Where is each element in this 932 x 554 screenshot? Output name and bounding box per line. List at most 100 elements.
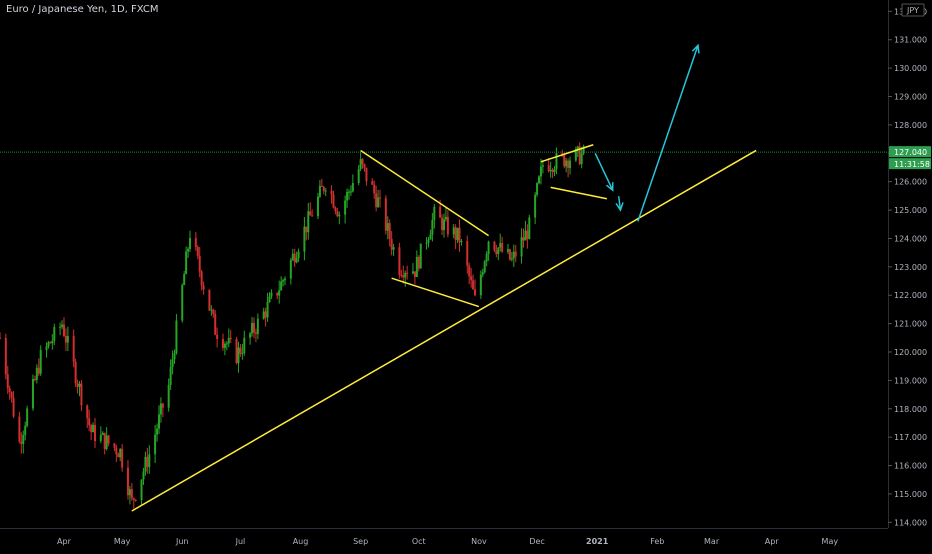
- candle-down: [454, 224, 457, 250]
- price-tick-label: 114.000: [894, 518, 927, 527]
- candle-down: [94, 417, 97, 448]
- candle-down: [309, 202, 312, 216]
- ascending-trendline[interactable]: [131, 149, 757, 512]
- candle-down: [196, 245, 199, 260]
- projection-arrow-up[interactable]: [637, 43, 700, 222]
- candle-up: [237, 341, 240, 373]
- candle-up: [582, 144, 585, 156]
- time-tick-label: Apr: [765, 537, 780, 546]
- candle-up: [528, 214, 531, 240]
- price-axis[interactable]: 114.000 115.000 116.000 117.000 118.000 119.0…: [888, 0, 932, 550]
- candle-down: [37, 358, 40, 377]
- candle-down: [235, 336, 238, 365]
- candle-up: [78, 380, 81, 397]
- candle-down: [322, 185, 325, 195]
- time-tick-label: Jul: [235, 537, 246, 546]
- drawings[interactable]: [0, 43, 888, 512]
- time-tick-label: Feb: [650, 537, 664, 546]
- candle-up: [291, 248, 294, 261]
- candle-up: [289, 257, 292, 285]
- current-price-label: 127.040: [894, 148, 927, 157]
- candle-up: [297, 248, 300, 263]
- candle-down: [4, 333, 7, 380]
- price-tick-label: 131.000: [894, 36, 927, 45]
- candle-up: [346, 188, 349, 208]
- candle-up: [92, 422, 95, 433]
- candle-up: [553, 166, 556, 177]
- candle-up: [210, 305, 213, 316]
- candle-down: [8, 385, 11, 400]
- candle-up: [460, 239, 463, 246]
- candle-up: [431, 212, 434, 242]
- time-tick-label: Sep: [353, 537, 368, 546]
- candle-up: [262, 307, 265, 320]
- candle-up: [175, 314, 178, 355]
- projection-arrow-down-2[interactable]: [615, 196, 624, 212]
- candle-up: [227, 328, 230, 348]
- projection-arrow-down-1[interactable]: [594, 152, 614, 192]
- candle-up: [173, 349, 176, 364]
- candle-down: [402, 265, 405, 284]
- candle-down: [474, 279, 477, 297]
- candle-up: [344, 195, 347, 224]
- candle-down: [198, 247, 201, 278]
- candle-down: [458, 219, 461, 252]
- candle-down: [33, 375, 36, 382]
- candle-down: [514, 245, 517, 263]
- candle-down: [161, 402, 164, 418]
- price-tick-label: 126.000: [894, 178, 927, 187]
- candle-down: [134, 499, 137, 502]
- candle-up: [35, 364, 38, 384]
- price-tick-label: 129.000: [894, 93, 927, 102]
- candle-up: [536, 182, 539, 197]
- candle-down: [547, 157, 550, 173]
- flag-lower-line[interactable]: [550, 186, 608, 200]
- candle-down: [62, 317, 65, 338]
- time-tick-label: Jun: [175, 537, 189, 546]
- time-tick-label: Dec: [529, 537, 544, 546]
- candle-up: [159, 397, 162, 423]
- candle-down: [64, 328, 67, 352]
- candle-down: [334, 206, 337, 215]
- candle-up: [307, 202, 310, 240]
- price-tick-label: 128.000: [894, 121, 927, 130]
- candle-up: [580, 147, 583, 169]
- wedge-lower-line[interactable]: [391, 277, 480, 308]
- candle-down: [20, 432, 23, 454]
- candle-down: [400, 269, 403, 278]
- candle-down: [493, 240, 496, 253]
- candle-up: [351, 174, 354, 193]
- candle-up: [499, 233, 502, 252]
- candle-up: [266, 292, 269, 322]
- time-axis[interactable]: Apr May Jun Jul Aug Sep Oct Nov Dec 2021 Feb Mar Apr…: [0, 528, 888, 547]
- candle-up: [187, 247, 190, 259]
- candle-up: [512, 244, 515, 268]
- candle-up: [524, 220, 527, 241]
- wedge-upper-line[interactable]: [360, 149, 490, 237]
- candle-up: [555, 147, 558, 175]
- candle-down: [80, 380, 83, 412]
- candle-down: [371, 178, 374, 186]
- candle-down: [12, 391, 15, 419]
- candle-up: [154, 424, 157, 464]
- candle-up: [45, 342, 48, 358]
- candle-down: [10, 391, 13, 403]
- candle-down: [115, 444, 118, 462]
- candle-up: [481, 268, 484, 278]
- candle-up: [119, 448, 122, 462]
- candle-up: [181, 283, 184, 323]
- symbol-title: Euro / Japanese Yen, 1D, FXCM: [6, 4, 159, 15]
- candle-up: [39, 345, 42, 377]
- candle-down: [216, 327, 219, 348]
- candle-up: [510, 251, 513, 262]
- currency-badge[interactable]: JPY: [901, 3, 925, 17]
- candle-down: [332, 190, 335, 209]
- candle-up: [99, 426, 102, 444]
- candle-up: [24, 421, 27, 441]
- candle-up: [251, 316, 254, 337]
- candle-up: [169, 359, 172, 390]
- flag-upper-line[interactable]: [540, 144, 594, 163]
- time-tick-label: May: [822, 537, 839, 546]
